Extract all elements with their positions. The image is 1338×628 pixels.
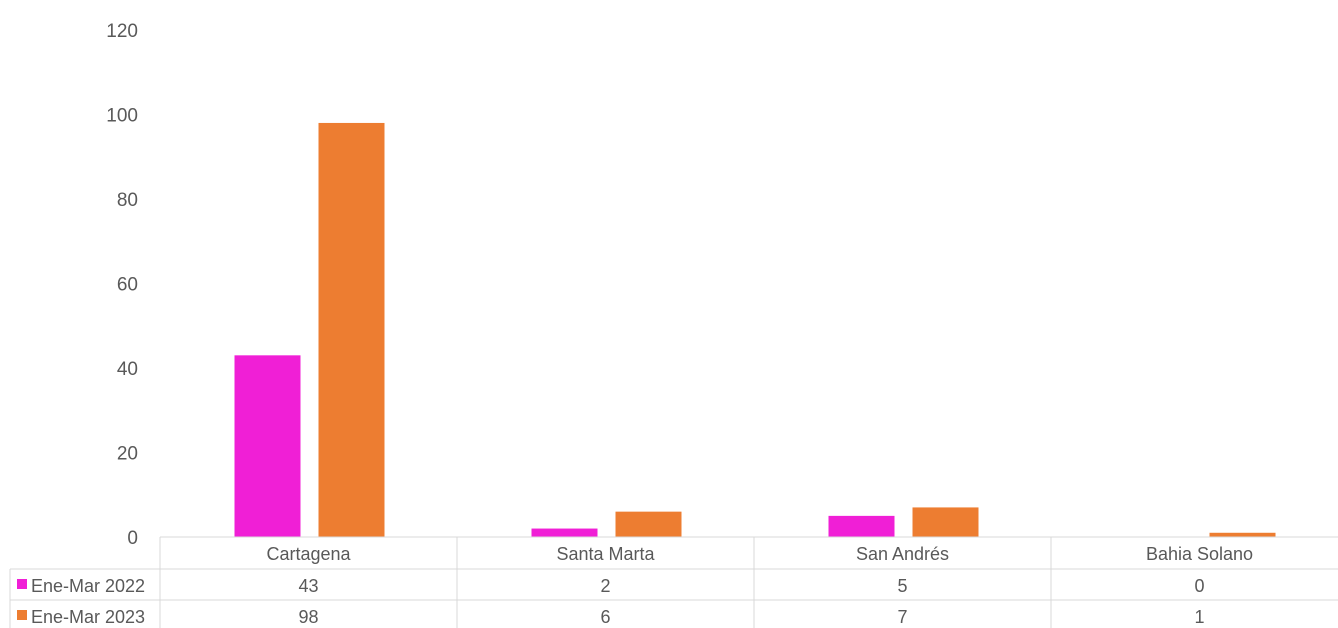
bar-series-2 [1209, 532, 1276, 537]
y-tick-label: 0 [127, 528, 138, 549]
legend-key [17, 579, 27, 589]
bar-series-1 [531, 528, 598, 537]
table-cell-value: 98 [298, 607, 318, 627]
table-cell-value: 1 [1194, 607, 1204, 627]
x-tick-label: San Andrés [856, 544, 949, 564]
y-tick-label: 120 [106, 21, 138, 42]
y-axis: 0 20 40 60 80 100 120 [106, 21, 138, 549]
table-cell-value: 7 [897, 607, 907, 627]
bar-series-1 [828, 515, 895, 537]
x-tick-label: Cartagena [266, 544, 351, 564]
bar-series-2 [912, 507, 979, 537]
y-tick-label: 100 [106, 106, 138, 127]
x-tick-label: Bahia Solano [1146, 544, 1253, 564]
data-table: Cartagena Santa Marta San Andrés Bahia Sola… [9, 536, 1338, 628]
y-tick-label: 60 [117, 275, 138, 296]
table-cell-value: 6 [600, 607, 610, 627]
x-tick-label: Santa Marta [556, 544, 655, 564]
table-cell-value: 2 [600, 576, 610, 596]
legend-key [17, 610, 27, 620]
y-tick-label: 40 [117, 359, 138, 380]
table-cell-value: 0 [1194, 576, 1204, 596]
y-tick-label: 80 [117, 190, 138, 211]
legend-label: Ene-Mar 2023 [31, 607, 145, 627]
y-tick-label: 20 [117, 444, 138, 465]
bar-series-1 [234, 355, 301, 537]
bar-series-2 [318, 122, 385, 537]
table-cell-value: 5 [897, 576, 907, 596]
bars [234, 122, 1276, 537]
legend-label: Ene-Mar 2022 [31, 576, 145, 596]
table-cell-value: 43 [298, 576, 318, 596]
bar-series-2 [615, 511, 682, 537]
